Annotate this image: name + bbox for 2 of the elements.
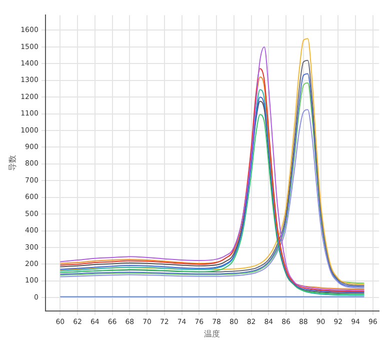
x-axis-title: 温度 <box>204 329 220 338</box>
y-axis-title: 导数 <box>8 155 17 172</box>
